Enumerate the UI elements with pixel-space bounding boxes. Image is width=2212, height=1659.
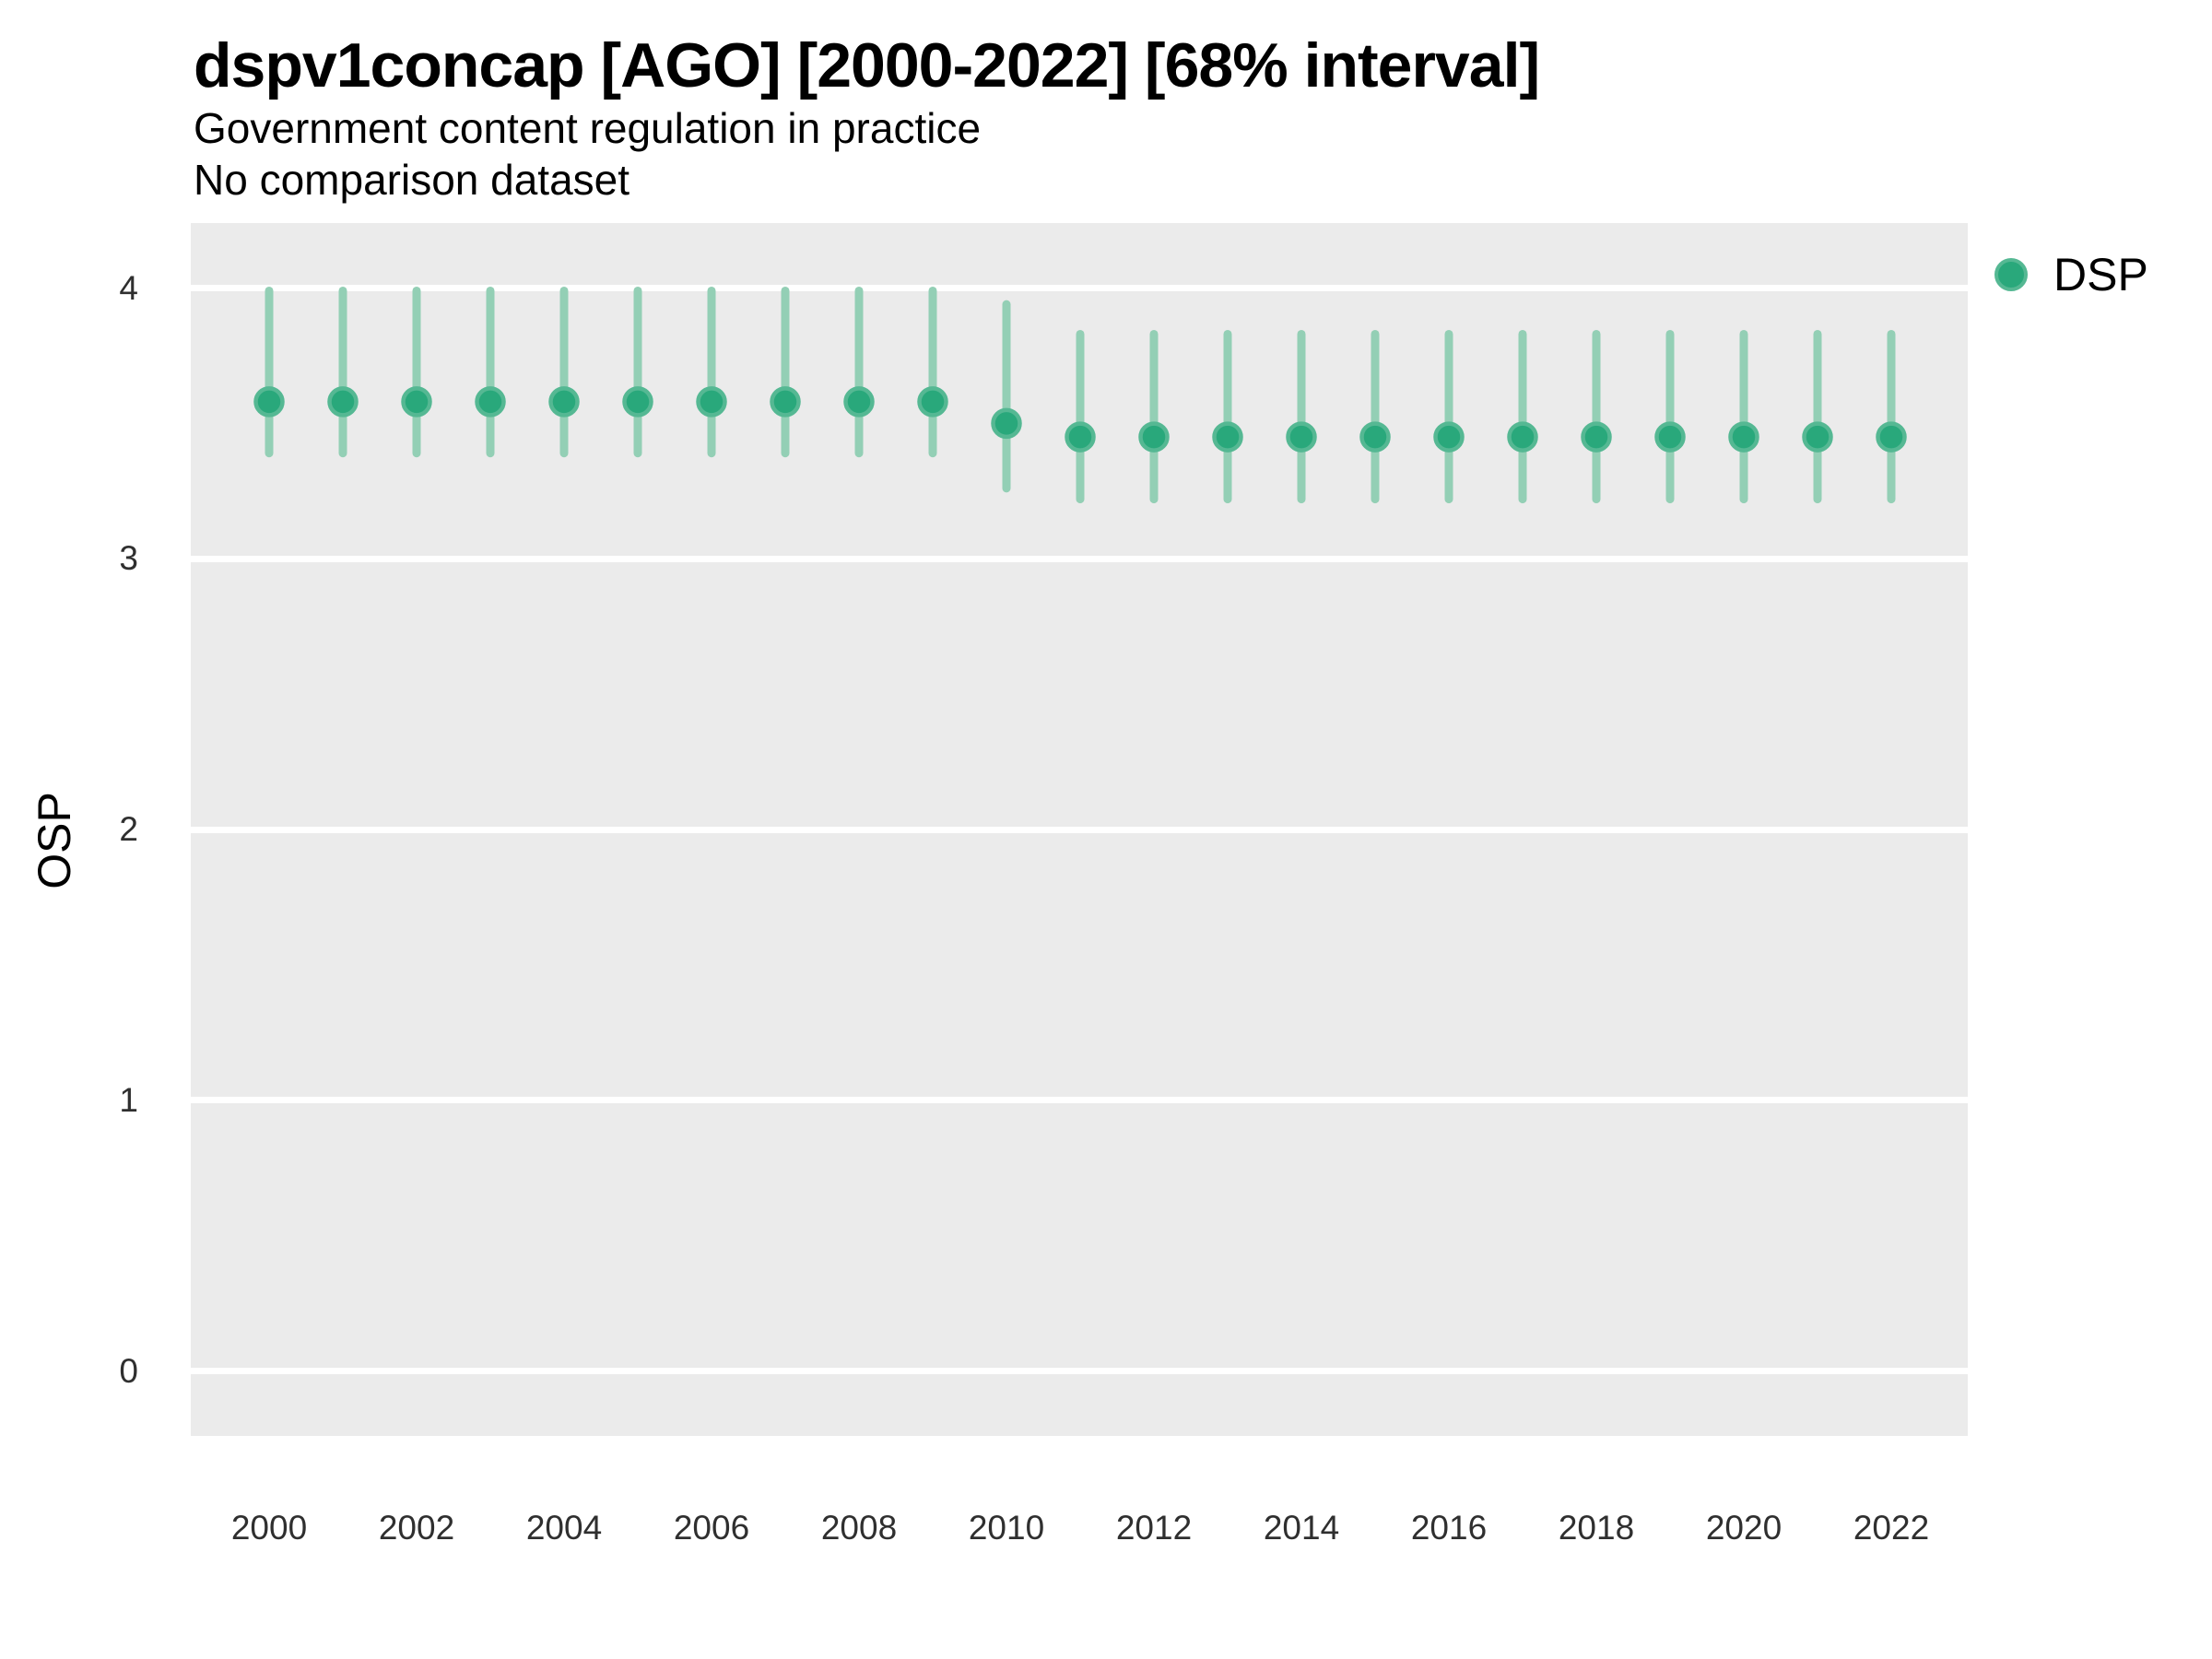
chart-title: dspv1concap [AGO] [2000-2022] [68% inter… [194,30,1540,100]
data-point-2016 [1433,421,1465,453]
y-tick-label: 3 [119,539,138,578]
x-tick-label: 2012 [1115,1509,1193,1547]
data-point-2022 [1876,421,1907,453]
y-tick-label: 0 [119,1351,138,1390]
x-tick-label: 2008 [820,1509,898,1547]
comparison-note: No comparison dataset [194,156,630,204]
data-point-2021 [1802,421,1833,453]
gridline-y-1 [191,1097,1968,1104]
x-tick-label: 2000 [230,1509,308,1547]
data-point-2006 [696,386,727,418]
data-point-2011 [1065,421,1096,453]
data-point-2020 [1728,421,1759,453]
x-tick-label: 2014 [1263,1509,1340,1547]
legend-point-icon [1994,258,2028,291]
data-point-2012 [1138,421,1170,453]
data-point-2010 [991,407,1022,440]
x-tick-label: 2016 [1410,1509,1488,1547]
data-point-2005 [622,386,653,418]
data-point-2017 [1507,421,1538,453]
gridline-y-3 [191,555,1968,562]
x-tick-label: 2006 [673,1509,750,1547]
data-point-2003 [475,386,506,418]
gridline-y-4 [191,285,1968,291]
x-tick-label: 2022 [1853,1509,1930,1547]
y-tick-label: 2 [119,810,138,848]
x-tick-label: 2018 [1558,1509,1635,1547]
data-point-2001 [327,386,359,418]
data-point-2014 [1286,421,1317,453]
data-point-2004 [548,386,580,418]
plot-area [191,223,1968,1436]
gridline-y-0 [191,1368,1968,1374]
y-tick-label: 4 [119,268,138,307]
data-point-2002 [401,386,432,418]
y-tick-label: 1 [119,1080,138,1119]
data-point-2018 [1581,421,1612,453]
x-tick-label: 2002 [378,1509,455,1547]
data-point-2015 [1359,421,1391,453]
chart-subtitle: Government content regulation in practic… [194,104,982,152]
data-point-2019 [1654,421,1686,453]
pointrange-chart [253,286,1907,504]
data-point-2013 [1212,421,1243,453]
x-tick-label: 2004 [525,1509,603,1547]
x-tick-label: 2010 [968,1509,1045,1547]
legend-label-dsp: DSP [2053,249,2148,300]
data-point-2007 [770,386,801,418]
data-point-2008 [843,386,875,418]
data-point-2009 [917,386,948,418]
data-point-2000 [253,386,285,418]
gridline-y-2 [191,826,1968,833]
x-tick-label: 2020 [1705,1509,1783,1547]
